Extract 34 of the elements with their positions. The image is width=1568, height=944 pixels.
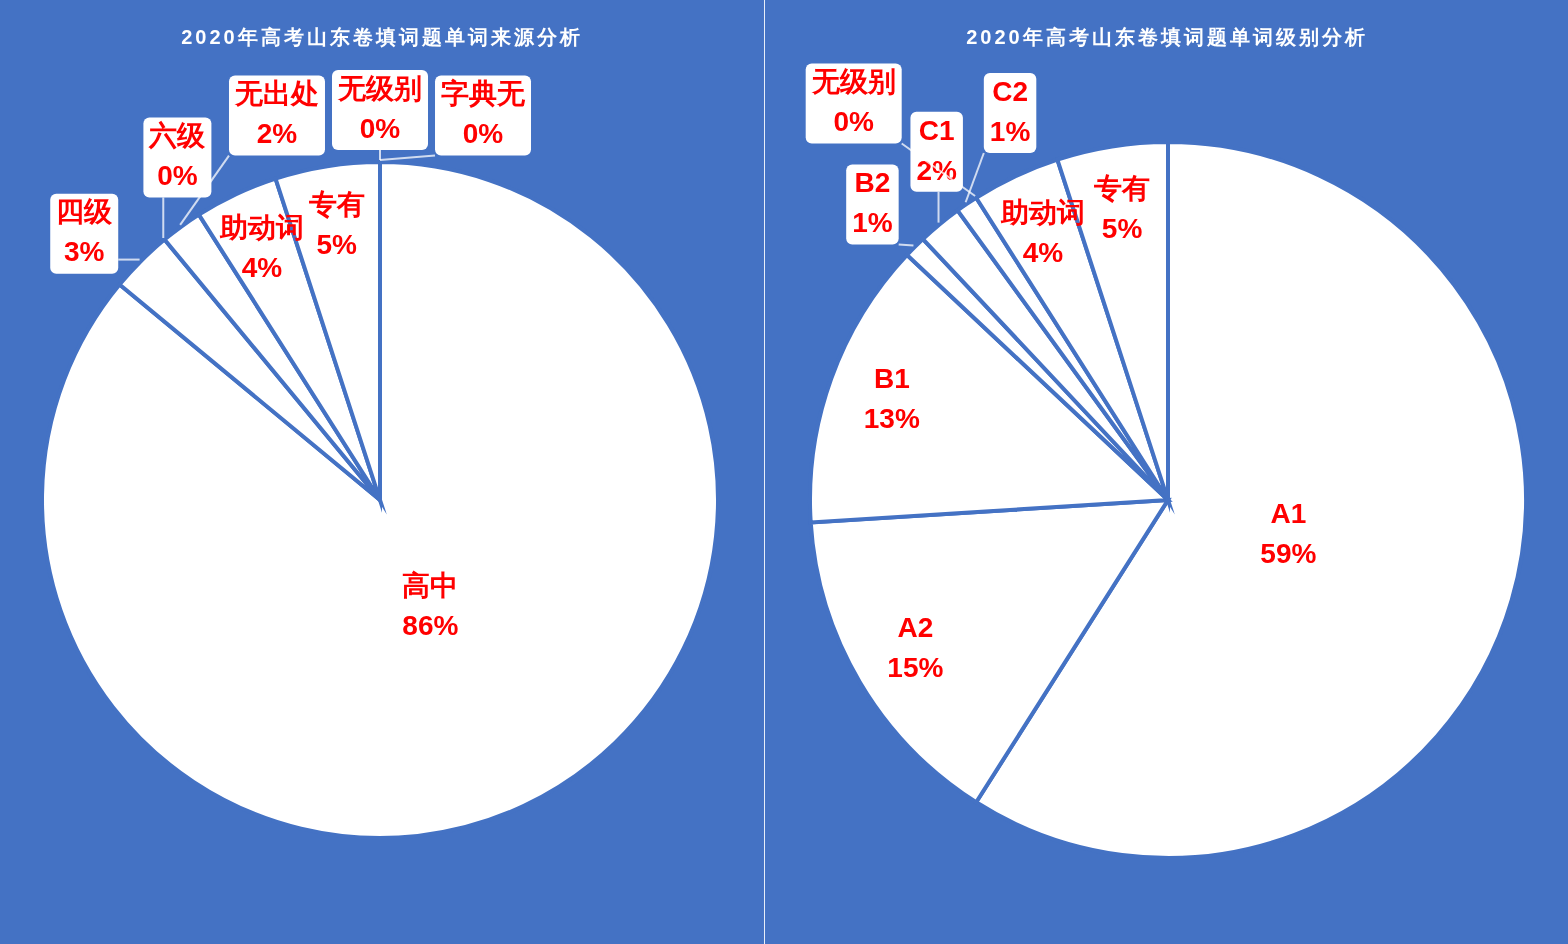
chart-title: 2020年高考山东卷填词题单词来源分析	[180, 25, 584, 50]
slice-label: 专有	[307, 188, 365, 220]
data-label: 13%	[863, 403, 920, 435]
data-label: 2%	[256, 118, 298, 150]
chart-title: 2020年高考山东卷填词题单词级别分析	[965, 25, 1369, 50]
slice-label: 无出处	[233, 78, 319, 110]
data-label: 59%	[1260, 537, 1317, 569]
data-label: 4%	[1022, 237, 1064, 269]
data-label: 1%	[852, 207, 893, 239]
category-label: 六级	[149, 120, 206, 152]
slice-label: C2	[992, 75, 1028, 107]
category-label: 字典无	[441, 78, 526, 110]
data-label: 15%	[887, 652, 944, 684]
slice-label: A1	[1270, 497, 1307, 529]
category-label: 无级别	[811, 66, 896, 98]
slice-label: 高中	[402, 569, 459, 601]
data-label: 3%	[63, 236, 105, 268]
category-label: 无级别	[338, 72, 422, 104]
text: 0%	[359, 112, 401, 144]
slice-label: A2	[897, 612, 934, 644]
text: 0%	[833, 106, 874, 138]
data-label: 4%	[241, 251, 283, 283]
data-label: 5%	[316, 228, 357, 260]
data-label: 86%	[402, 609, 459, 641]
slice-label: 四级	[56, 196, 114, 228]
data-label: 1%	[989, 115, 1031, 147]
data-label: 2%	[916, 154, 958, 186]
slice-label: 专有	[1093, 172, 1151, 204]
text: 0%	[462, 118, 504, 150]
slice-label: B2	[854, 167, 891, 199]
slice-label: C1	[918, 114, 955, 146]
text: 0%	[157, 160, 198, 192]
data-label: 5%	[1101, 212, 1143, 244]
slice-label: B1	[873, 363, 910, 395]
